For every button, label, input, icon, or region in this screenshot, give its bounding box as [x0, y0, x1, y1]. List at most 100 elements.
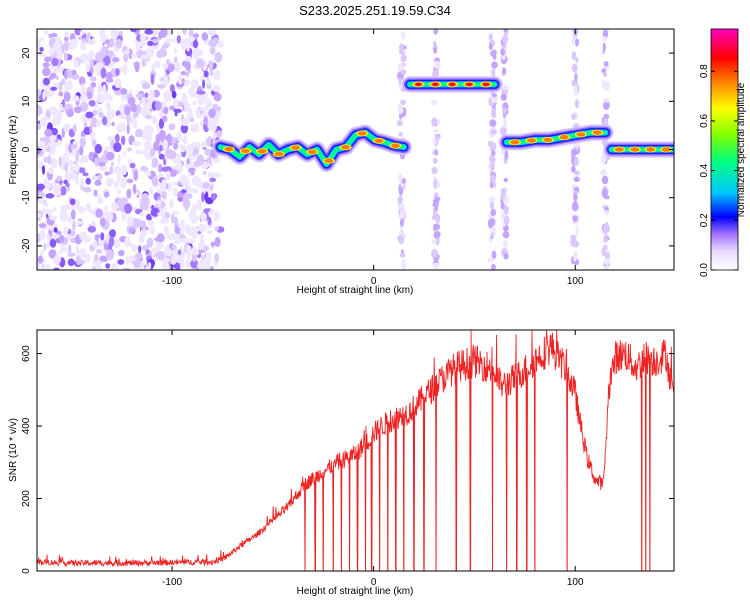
noise-blob: [61, 209, 68, 219]
noise-blob: [216, 130, 222, 138]
streak-blob: [491, 49, 497, 56]
noise-blob: [105, 101, 112, 111]
noise-blob: [204, 148, 212, 156]
noise-blob: [193, 40, 199, 48]
streak-blob: [397, 103, 404, 110]
noise-blob: [61, 246, 67, 253]
noise-blob: [85, 33, 89, 44]
noise-blob: [82, 248, 87, 257]
noise-blob: [46, 181, 51, 190]
noise-blob: [145, 113, 152, 120]
streak-blob: [503, 205, 509, 215]
spec-ytick-label: 10: [21, 95, 32, 107]
streak-blob: [603, 236, 608, 243]
noise-blob: [160, 29, 168, 38]
noise-blob: [95, 208, 103, 218]
streak-blob: [573, 176, 580, 183]
streak-blob: [490, 232, 495, 238]
noise-blob: [148, 220, 154, 227]
streak-blob: [573, 85, 578, 94]
streak-blob: [603, 258, 611, 266]
streak-blob: [600, 154, 607, 165]
noise-blob: [214, 226, 219, 231]
noise-blob: [169, 84, 175, 93]
noise-blob: [127, 147, 132, 152]
tone-peak: [646, 147, 656, 152]
noise-blob: [133, 170, 139, 181]
streak-blob: [488, 33, 493, 41]
noise-blob: [166, 170, 171, 181]
colorbar-gradient: [711, 29, 738, 270]
noise-blob: [98, 161, 106, 167]
noise-blob: [70, 209, 76, 220]
noise-blob: [99, 217, 106, 227]
noise-blob: [154, 60, 161, 69]
noise-blob: [118, 249, 125, 257]
noise-blob: [132, 140, 141, 147]
noise-blob: [79, 101, 89, 112]
noise-blob: [151, 176, 159, 187]
noise-blob: [120, 164, 128, 176]
noise-blob: [64, 162, 69, 172]
noise-blob: [68, 244, 72, 255]
noise-blob: [68, 79, 72, 85]
noise-blob: [184, 101, 191, 113]
noise-blob: [185, 259, 190, 268]
noise-blob: [114, 78, 122, 89]
noise-blob: [148, 88, 155, 100]
noise-blob: [63, 31, 70, 37]
streak-blob: [575, 38, 579, 47]
tone-peak: [576, 132, 586, 137]
noise-blob: [68, 159, 73, 164]
noise-blob: [78, 76, 86, 86]
streak-blob: [502, 240, 508, 249]
noise-blob: [158, 111, 164, 119]
noise-blob: [135, 43, 141, 51]
noise-blob: [186, 158, 190, 165]
noise-blob: [171, 90, 177, 99]
noise-blob: [114, 133, 120, 143]
spec-xtick-label: 0: [371, 276, 377, 287]
noise-blob: [206, 229, 213, 235]
noise-blob: [63, 36, 69, 42]
noise-blob: [203, 116, 208, 126]
streak-blob: [601, 68, 607, 74]
noise-blob: [37, 142, 40, 147]
noise-blob: [197, 224, 207, 232]
tone-peak: [357, 131, 367, 136]
noise-blob: [106, 177, 114, 182]
noise-blob: [76, 219, 83, 226]
noise-blob: [123, 150, 127, 157]
noise-blob: [171, 210, 179, 216]
noise-blob: [145, 213, 153, 221]
streak-blob: [399, 209, 406, 219]
noise-blob: [80, 83, 86, 95]
noise-blob: [215, 115, 219, 121]
noise-blob: [40, 248, 44, 256]
noise-blob: [100, 36, 106, 43]
noise-blob: [211, 193, 217, 201]
streak-blob: [431, 99, 438, 106]
streak-blob: [601, 247, 606, 257]
noise-blob: [162, 115, 167, 123]
streak-blob: [503, 29, 509, 33]
noise-blob: [144, 92, 149, 98]
noise-blob: [162, 139, 168, 151]
noise-blob: [76, 149, 80, 158]
streak-blob: [603, 81, 608, 91]
noise-blob: [162, 63, 169, 68]
streak-blob: [571, 63, 578, 73]
noise-blob: [107, 49, 114, 59]
noise-blob: [196, 58, 205, 68]
noise-blob: [172, 187, 178, 197]
snr-ytick-label: 200: [21, 490, 32, 507]
noise-blob: [178, 74, 183, 85]
noise-blob: [49, 238, 57, 248]
snr-xtick-label: 0: [371, 577, 377, 588]
tone-peak: [449, 82, 456, 86]
noise-blob: [85, 111, 94, 119]
noise-blob: [67, 172, 72, 183]
noise-blob: [122, 267, 130, 270]
noise-blob: [190, 123, 200, 133]
